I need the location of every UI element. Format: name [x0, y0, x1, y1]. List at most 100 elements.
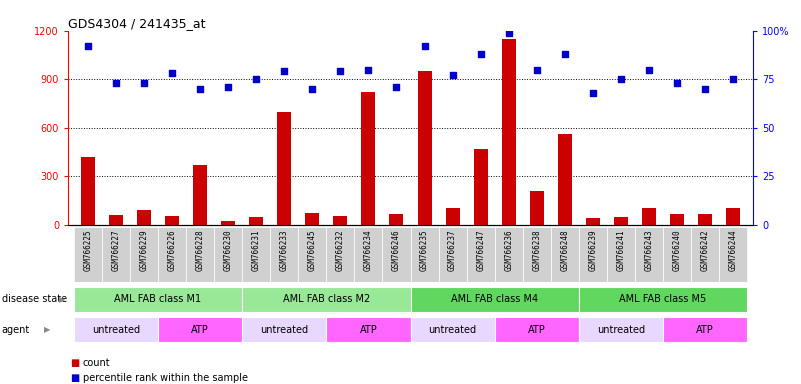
- Bar: [501, 39, 516, 225]
- Bar: [74, 287, 242, 311]
- Bar: [277, 111, 292, 225]
- Text: untreated: untreated: [260, 325, 308, 335]
- Text: GSM766232: GSM766232: [336, 229, 345, 271]
- Text: ATP: ATP: [191, 325, 209, 335]
- Bar: [551, 227, 579, 282]
- Bar: [495, 318, 579, 342]
- Bar: [642, 209, 656, 225]
- Bar: [326, 318, 410, 342]
- Point: [530, 66, 543, 73]
- Bar: [74, 227, 102, 282]
- Text: GSM766247: GSM766247: [476, 229, 485, 271]
- Text: ▶: ▶: [44, 325, 50, 334]
- Point: [362, 66, 375, 73]
- Bar: [137, 210, 151, 225]
- Text: GSM766227: GSM766227: [111, 229, 120, 271]
- Text: count: count: [83, 358, 110, 368]
- Text: GSM766242: GSM766242: [701, 229, 710, 271]
- Bar: [165, 216, 179, 225]
- Bar: [326, 227, 354, 282]
- Text: GSM766226: GSM766226: [167, 229, 176, 271]
- Text: AML FAB class M2: AML FAB class M2: [283, 294, 370, 304]
- Bar: [214, 227, 242, 282]
- Bar: [389, 214, 404, 225]
- Bar: [298, 227, 326, 282]
- Text: GSM766231: GSM766231: [252, 229, 260, 271]
- Text: GSM766236: GSM766236: [505, 229, 513, 271]
- Point: [586, 90, 599, 96]
- Bar: [523, 227, 551, 282]
- Text: percentile rank within the sample: percentile rank within the sample: [83, 373, 248, 383]
- Bar: [354, 227, 382, 282]
- Text: GSM766230: GSM766230: [223, 229, 232, 271]
- Text: GSM766229: GSM766229: [139, 229, 148, 271]
- Text: GSM766238: GSM766238: [533, 229, 541, 271]
- Point: [306, 86, 319, 92]
- Point: [334, 68, 347, 74]
- Bar: [221, 220, 235, 225]
- Bar: [607, 227, 635, 282]
- Text: GSM766241: GSM766241: [617, 229, 626, 271]
- Text: GDS4304 / 241435_at: GDS4304 / 241435_at: [68, 17, 206, 30]
- Bar: [614, 217, 628, 225]
- Bar: [382, 227, 410, 282]
- Point: [502, 30, 515, 36]
- Point: [194, 86, 207, 92]
- Text: GSM766243: GSM766243: [645, 229, 654, 271]
- Bar: [473, 149, 488, 225]
- Text: ATP: ATP: [360, 325, 377, 335]
- Text: ▶: ▶: [59, 295, 66, 304]
- Bar: [102, 227, 130, 282]
- Text: agent: agent: [2, 325, 30, 335]
- Text: GSM766248: GSM766248: [561, 229, 570, 271]
- Point: [418, 43, 431, 49]
- Bar: [81, 157, 95, 225]
- Text: GSM766228: GSM766228: [195, 229, 204, 271]
- Bar: [305, 212, 320, 225]
- Bar: [719, 227, 747, 282]
- Text: GSM766237: GSM766237: [448, 229, 457, 271]
- Bar: [158, 318, 242, 342]
- Point: [390, 84, 403, 90]
- Bar: [579, 318, 663, 342]
- Text: untreated: untreated: [429, 325, 477, 335]
- Bar: [270, 227, 298, 282]
- Text: disease state: disease state: [2, 294, 66, 304]
- Point: [446, 72, 459, 78]
- Point: [558, 51, 571, 57]
- Point: [614, 76, 627, 82]
- Bar: [109, 215, 123, 225]
- Text: GSM766244: GSM766244: [729, 229, 738, 271]
- Text: AML FAB class M1: AML FAB class M1: [115, 294, 202, 304]
- Point: [166, 70, 179, 76]
- Bar: [445, 209, 460, 225]
- Point: [82, 43, 95, 49]
- Bar: [74, 318, 158, 342]
- Point: [138, 80, 151, 86]
- Point: [278, 68, 291, 74]
- Text: GSM766239: GSM766239: [589, 229, 598, 271]
- Bar: [249, 217, 264, 225]
- Text: GSM766235: GSM766235: [420, 229, 429, 271]
- Bar: [557, 134, 572, 225]
- Bar: [439, 227, 467, 282]
- Bar: [186, 227, 214, 282]
- Bar: [410, 318, 495, 342]
- Bar: [130, 227, 158, 282]
- Point: [222, 84, 235, 90]
- Bar: [333, 216, 348, 225]
- Point: [698, 86, 711, 92]
- Bar: [698, 214, 712, 225]
- Point: [727, 76, 739, 82]
- Text: untreated: untreated: [597, 325, 645, 335]
- Text: untreated: untreated: [92, 325, 140, 335]
- Bar: [663, 227, 691, 282]
- Text: GSM766234: GSM766234: [364, 229, 373, 271]
- Point: [474, 51, 487, 57]
- Bar: [586, 218, 600, 225]
- Bar: [242, 287, 410, 311]
- Text: AML FAB class M5: AML FAB class M5: [619, 294, 706, 304]
- Bar: [579, 227, 607, 282]
- Text: GSM766246: GSM766246: [392, 229, 401, 271]
- Bar: [670, 214, 684, 225]
